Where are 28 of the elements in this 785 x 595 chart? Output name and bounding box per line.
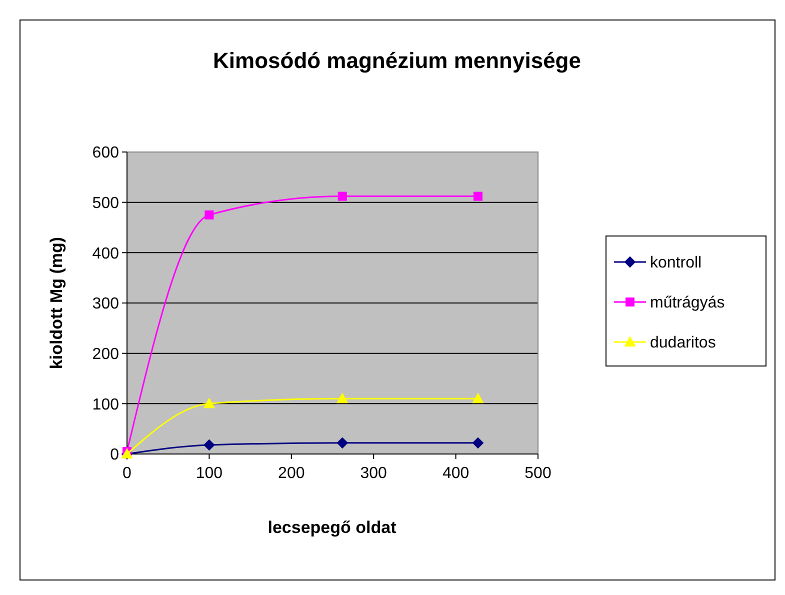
x-tick-label: 0 xyxy=(122,465,132,482)
x-tick-label: 200 xyxy=(278,465,305,482)
point xyxy=(336,393,348,404)
y-axis-title: kioldott Mg (mg) xyxy=(47,236,66,370)
point xyxy=(473,192,482,201)
y-tick-label: 300 xyxy=(92,296,120,313)
chart-title: Kimosódó magnézium mennyisége xyxy=(213,48,581,73)
legend-label: műtrágyás xyxy=(650,294,725,312)
x-tick-label: 400 xyxy=(442,465,470,482)
x-tick-label: 500 xyxy=(524,465,552,482)
y-tick-label: 200 xyxy=(92,346,120,363)
y-tick-label: 0 xyxy=(110,446,120,464)
y-tick-label: 100 xyxy=(92,396,120,414)
x-tick-label: 300 xyxy=(360,465,388,482)
point xyxy=(472,393,484,404)
point xyxy=(472,437,484,448)
x-tick-label: 100 xyxy=(196,465,223,482)
point xyxy=(204,439,215,450)
point xyxy=(204,398,215,408)
point xyxy=(338,192,347,201)
x-axis-title: lecsepegő oldat xyxy=(268,518,397,537)
y-tick-label: 500 xyxy=(92,194,120,212)
point xyxy=(336,437,348,448)
legend-label: dudaritos xyxy=(650,334,716,352)
y-tick-label: 400 xyxy=(92,245,120,262)
legend-label: kontroll xyxy=(650,254,702,272)
point xyxy=(204,210,214,220)
y-tick-label: 600 xyxy=(92,144,120,162)
